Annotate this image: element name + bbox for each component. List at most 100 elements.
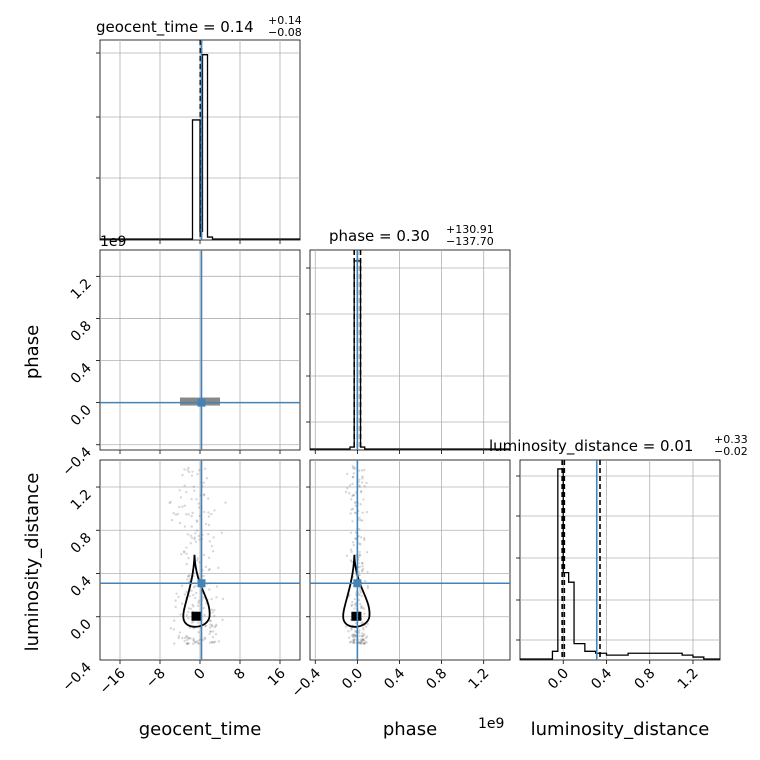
sample-point (202, 493, 206, 496)
sample-point (180, 584, 184, 587)
xtick-label-phase: 1.2 (465, 666, 492, 693)
sample-point (190, 589, 193, 592)
sample-point (191, 642, 195, 645)
sample-point (354, 504, 357, 507)
sample-point (194, 584, 197, 588)
sample-point (360, 641, 363, 644)
sample-point (354, 500, 358, 504)
title-luminosity-distance-minus: −0.02 (714, 445, 748, 458)
sample-point (361, 562, 364, 565)
sample-point (196, 604, 200, 608)
sample-point (174, 513, 178, 516)
sample-point (177, 634, 181, 638)
sample-point (361, 635, 364, 638)
sample-point (195, 498, 198, 501)
ytick-label-phase: 0.0 (68, 402, 95, 429)
sample-point (186, 575, 190, 578)
sample-point (360, 605, 363, 608)
sample-point (203, 613, 206, 617)
sample-point (180, 636, 184, 640)
sample-point (210, 608, 214, 611)
sample-point (202, 481, 206, 484)
sample-point (183, 639, 186, 643)
sample-point (183, 593, 187, 596)
sample-point (207, 556, 211, 560)
sample-point (362, 628, 365, 631)
sample-point (359, 503, 362, 506)
sample-point (357, 598, 361, 602)
sample-point (202, 494, 206, 497)
sample-point (354, 531, 358, 534)
sample-point (221, 597, 225, 601)
sample-point (361, 564, 364, 568)
sample-point (365, 481, 368, 485)
sample-point (360, 622, 363, 625)
sample-point (209, 626, 212, 629)
sample-point (210, 641, 214, 644)
sample-point (190, 514, 193, 518)
sample-point (350, 628, 353, 631)
sample-point (360, 469, 364, 472)
sample-point (178, 521, 182, 525)
sample-point (361, 638, 364, 641)
sample-point (360, 569, 364, 572)
sample-point (203, 637, 207, 640)
ytick-label-phase: 0.8 (68, 318, 95, 345)
title-luminosity-distance-plus: +0.33 (714, 433, 748, 446)
sample-point (348, 641, 352, 644)
sample-point (204, 625, 207, 628)
sample-point (211, 640, 214, 644)
sample-point (361, 638, 365, 642)
sample-point (187, 470, 191, 474)
sample-point (168, 501, 171, 505)
sample-point (358, 641, 361, 645)
sample-point (352, 641, 355, 644)
sample-point (192, 605, 195, 608)
panel-luminosity-distance-vs-phase (306, 459, 511, 664)
sample-point (186, 610, 190, 614)
sample-point (207, 515, 211, 518)
sample-point (183, 468, 186, 471)
sample-point (213, 608, 216, 612)
sample-point (358, 550, 361, 554)
sample-point (210, 512, 213, 516)
sample-point (363, 579, 367, 583)
sample-point (220, 531, 224, 535)
sample-point (357, 555, 361, 558)
sample-point (201, 638, 205, 642)
sample-point (351, 494, 354, 498)
sample-point (352, 493, 355, 497)
sample-point (352, 543, 355, 547)
sample-point (350, 560, 354, 564)
xtick-label-geocent-time: −16 (97, 665, 129, 697)
sample-point (182, 550, 186, 553)
sample-point (193, 489, 196, 492)
sample-point (360, 632, 364, 635)
sample-point (363, 538, 366, 542)
sample-point (180, 602, 184, 605)
sample-point (192, 593, 195, 597)
sample-point (359, 591, 363, 594)
sample-point (359, 639, 363, 643)
sample-point (366, 622, 369, 626)
sample-point (353, 511, 357, 515)
title-phase-minus: −137.70 (446, 235, 494, 248)
sample-point (169, 627, 173, 630)
sample-point (361, 570, 364, 573)
panel-geocent-time-hist (96, 39, 301, 244)
sample-point (359, 491, 363, 494)
sample-point (347, 636, 351, 639)
sample-point (217, 566, 220, 570)
sample-point (346, 472, 349, 476)
sample-point (349, 531, 353, 534)
sample-point (186, 578, 189, 581)
sample-point (208, 588, 211, 591)
sample-point (351, 600, 354, 604)
sample-point (194, 640, 197, 644)
sample-point (361, 475, 364, 478)
sample-point (362, 638, 365, 641)
sample-point (348, 484, 352, 487)
sample-point (366, 570, 369, 574)
sample-point (361, 621, 365, 624)
sample-point (361, 606, 364, 609)
